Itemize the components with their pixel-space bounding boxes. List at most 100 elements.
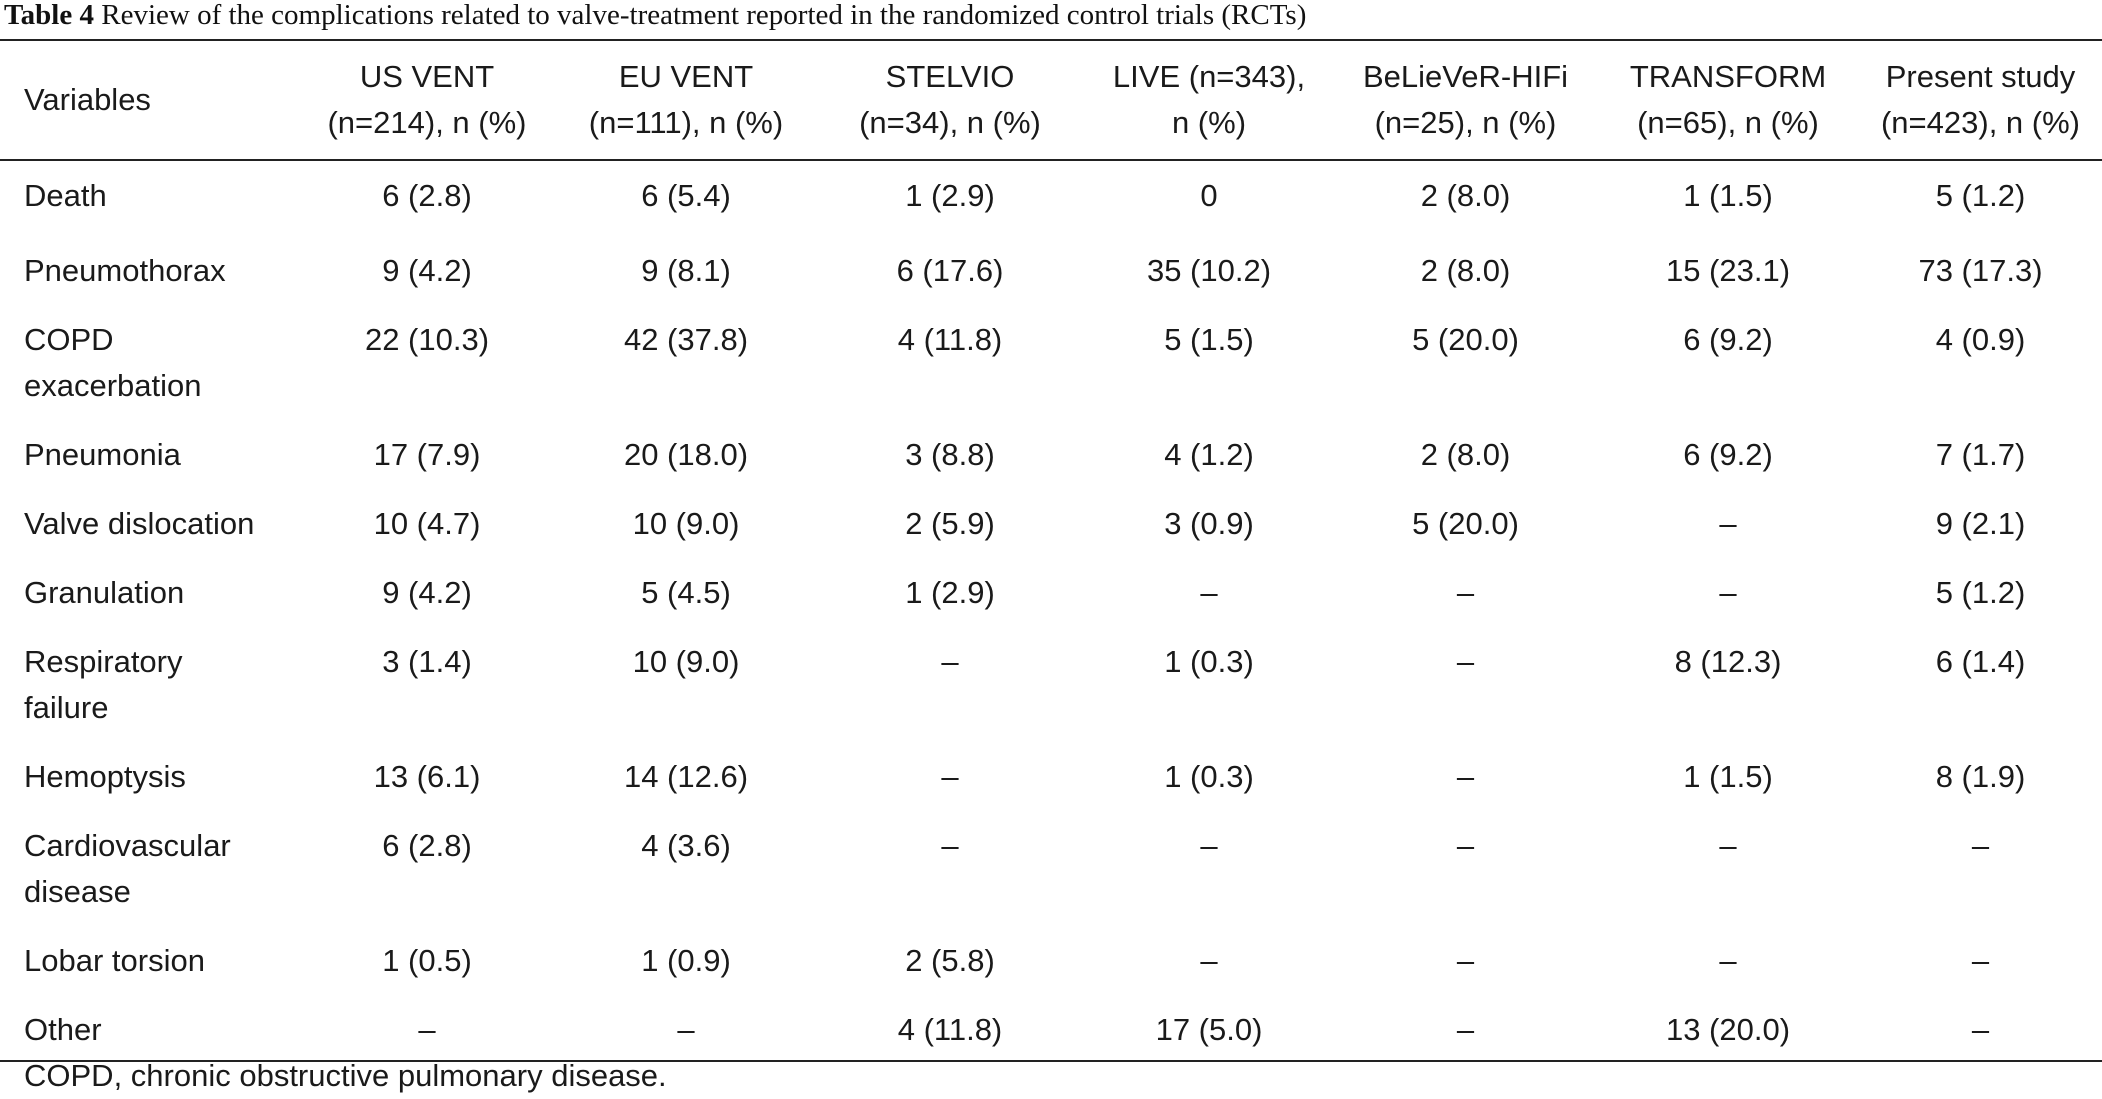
header-variables: Variables (24, 82, 151, 117)
row-label-line1: Respiratory (24, 644, 183, 679)
table-cell: 20 (18.0) (623, 437, 749, 472)
table-footnote: COPD, chronic obstructive pulmonary dise… (24, 1058, 667, 1093)
table-cell: – (1456, 828, 1475, 863)
table-cell: 17 (5.0) (1155, 1012, 1263, 1047)
table-row: Pneumonia 17 (7.9) 20 (18.0) 3 (8.8) 4 (1.2)… (0, 416, 2102, 485)
table-cell: 9 (4.2) (382, 575, 472, 610)
header-row: Variables US VENT (n=214), n (%) EU VENT (… (0, 40, 2102, 160)
header-line2: (n=423), n (%) (1880, 105, 2080, 140)
table-cell: – (941, 644, 959, 679)
table-cell: 5 (1.5) (1164, 322, 1254, 357)
table-cell: 1 (1.5) (1683, 178, 1773, 213)
row-label: Cardiovascular disease (0, 807, 298, 922)
header-us-vent: US VENT (n=214), n (%) (298, 40, 556, 160)
table-cell: 6 (17.6) (896, 253, 1004, 288)
table-cell: 6 (5.4) (641, 178, 731, 213)
table-cell: 6 (2.8) (382, 178, 472, 213)
table-cell: 73 (17.3) (1918, 253, 2043, 288)
table-cell: – (1719, 506, 1737, 541)
header-line2: (n=65), n (%) (1637, 105, 1819, 140)
table-cell: 1 (0.9) (641, 943, 731, 978)
table-cell: 15 (23.1) (1665, 253, 1791, 288)
table-cell: – (1456, 644, 1475, 679)
header-stelvio: STELVIO (n=34), n (%) (816, 40, 1084, 160)
row-label: Other (0, 991, 298, 1061)
table-cell: 8 (1.9) (1935, 759, 2026, 794)
table-cell: – (1971, 943, 1990, 978)
row-label: Death (0, 160, 298, 232)
row-label-line2: exacerbation (24, 368, 202, 403)
table-cell: 4 (3.6) (641, 828, 731, 863)
header-line2: (n=34), n (%) (859, 105, 1041, 140)
table-cell: 4 (0.9) (1935, 322, 2026, 357)
table-cell: – (1456, 575, 1475, 610)
table-cell: 6 (9.2) (1683, 322, 1773, 357)
table-body: Death 6 (2.8) 6 (5.4) 1 (2.9) 0 2 (8.0) 1 (1.5… (0, 160, 2102, 1061)
table-caption-text: Review of the complications related to v… (94, 0, 1307, 31)
row-label-line1: Hemoptysis (24, 759, 186, 794)
table-cell: 1 (0.5) (382, 943, 472, 978)
row-label: Lobar torsion (0, 922, 298, 991)
table-cell: 2 (8.0) (1420, 178, 1511, 213)
table-cell: 14 (12.6) (623, 759, 749, 794)
table-cell: – (1719, 828, 1737, 863)
complications-table: Variables US VENT (n=214), n (%) EU VENT (… (0, 39, 2102, 1062)
table-header: Variables US VENT (n=214), n (%) EU VENT (… (0, 40, 2102, 160)
table-cell: 5 (20.0) (1412, 322, 1519, 357)
table-cell: 2 (8.0) (1420, 437, 1511, 472)
table-cell: 5 (1.2) (1935, 178, 2026, 213)
table-cell: 4 (11.8) (897, 1012, 1003, 1047)
header-line1: LIVE (n=343), (1112, 59, 1306, 94)
row-label-line2: disease (24, 874, 131, 909)
row-label-line1: Lobar torsion (24, 943, 205, 978)
row-label: Pneumothorax (0, 232, 298, 301)
table-cell: 4 (11.8) (897, 322, 1003, 357)
row-label-line1: Other (24, 1012, 102, 1047)
table-cell: – (1200, 575, 1218, 610)
table-cell: 22 (10.3) (364, 322, 490, 357)
table-row: Hemoptysis 13 (6.1) 14 (12.6) – 1 (0.3) – 1 (1… (0, 738, 2102, 807)
table-cell: – (1719, 575, 1737, 610)
table-cell: – (1200, 828, 1218, 863)
table-cell: 4 (1.2) (1164, 437, 1254, 472)
table-row: Death 6 (2.8) 6 (5.4) 1 (2.9) 0 2 (8.0) 1 (1.5… (0, 160, 2102, 232)
header-line1: BeLieVeR-HIFi (1362, 59, 1569, 94)
table-cell: 5 (20.0) (1412, 506, 1519, 541)
table-cell: 5 (4.5) (641, 575, 731, 610)
table-cell: 9 (2.1) (1935, 506, 2026, 541)
row-label-line1: Death (24, 178, 107, 213)
table-cell: 2 (5.8) (905, 943, 995, 978)
table-cell: 5 (1.2) (1935, 575, 2026, 610)
row-label: Respiratory failure (0, 623, 298, 738)
table-cell: 3 (1.4) (382, 644, 472, 679)
table-cell: 1 (1.5) (1683, 759, 1773, 794)
row-label: Pneumonia (0, 416, 298, 485)
table-row: Respiratory failure 3 (1.4) 10 (9.0) – 1 (0.3… (0, 623, 2102, 738)
table-row: Valve dislocation 10 (4.7) 10 (9.0) 2 (5.9)… (0, 485, 2102, 554)
table-cell: – (941, 828, 959, 863)
table-cell: 10 (4.7) (373, 506, 481, 541)
table-cell: 2 (8.0) (1420, 253, 1511, 288)
table-cell: 8 (12.3) (1674, 644, 1782, 679)
table-row: Cardiovascular disease 6 (2.8) 4 (3.6) – – – – – (0, 807, 2102, 922)
table-cell: 6 (9.2) (1683, 437, 1773, 472)
table-cell: – (1456, 1012, 1475, 1047)
header-line2: (n=214), n (%) (327, 105, 527, 140)
table-cell: – (1719, 943, 1737, 978)
table-cell: 9 (4.2) (382, 253, 472, 288)
table-cell: 17 (7.9) (373, 437, 481, 472)
row-label-line1: COPD (24, 322, 114, 357)
table-cell: 0 (1200, 178, 1218, 213)
table-cell: 13 (6.1) (373, 759, 481, 794)
table-caption-label: Table 4 (4, 0, 94, 31)
header-line1: EU VENT (618, 59, 754, 94)
table-cell: – (1971, 1012, 1990, 1047)
row-label-line1: Pneumonia (24, 437, 181, 472)
row-label-line1: Valve dislocation (24, 506, 255, 541)
row-label: COPD exacerbation (0, 301, 298, 416)
table-cell: – (1456, 759, 1475, 794)
row-label-line1: Pneumothorax (24, 253, 226, 288)
row-label: Valve dislocation (0, 485, 298, 554)
header-line1: Present study (1885, 59, 2076, 94)
header-line1: STELVIO (885, 59, 1015, 94)
